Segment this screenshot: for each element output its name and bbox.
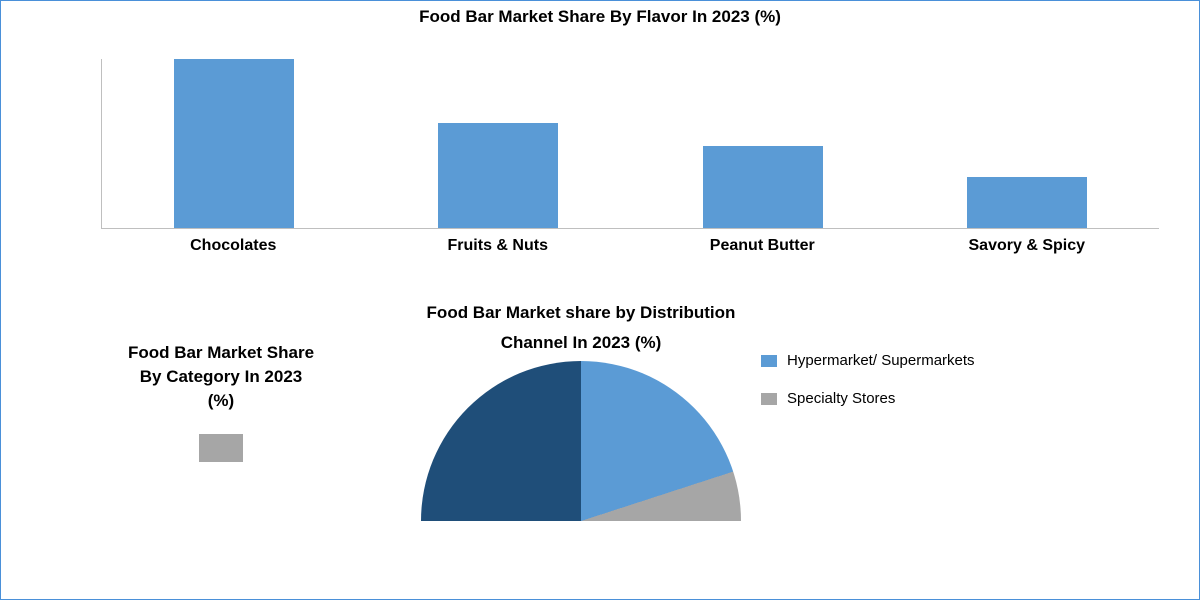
- legend-swatch-icon: [761, 355, 777, 367]
- bar-chart-title: Food Bar Market Share By Flavor In 2023 …: [1, 1, 1199, 31]
- bar-slot: [631, 59, 895, 228]
- bar-row: [101, 59, 1159, 229]
- bar-slot: [366, 59, 630, 228]
- legend-item: Hypermarket/ Supermarkets: [761, 351, 1159, 371]
- pie-column: Food Bar Market share by Distribution Ch…: [421, 301, 741, 521]
- category-title-line1: Food Bar Market Share: [41, 341, 401, 365]
- legend-item: Specialty Stores: [761, 389, 1159, 409]
- category-block: Food Bar Market Share By Category In 202…: [41, 301, 401, 521]
- pie-chart: [421, 361, 741, 521]
- bar-slot: [102, 59, 366, 228]
- pie-legend: Hypermarket/ Supermarkets Specialty Stor…: [761, 301, 1159, 521]
- bar-slot: [895, 59, 1159, 228]
- legend-text: Hypermarket/ Supermarkets: [787, 351, 975, 371]
- category-title-line3: (%): [41, 389, 401, 413]
- bar-label: Fruits & Nuts: [366, 237, 631, 255]
- bar-chocolates: [174, 59, 294, 228]
- category-title-line2: By Category In 2023: [41, 365, 401, 389]
- legend-swatch-icon: [761, 393, 777, 405]
- bar-label: Peanut Butter: [630, 237, 895, 255]
- category-swatch: [199, 434, 243, 462]
- bar-label: Savory & Spicy: [895, 237, 1160, 255]
- legend-text: Specialty Stores: [787, 389, 895, 409]
- bar-fruits-nuts: [438, 123, 558, 228]
- bar-chart-area: Chocolates Fruits & Nuts Peanut Butter S…: [41, 31, 1159, 251]
- distribution-block: Food Bar Market share by Distribution Ch…: [421, 301, 1159, 521]
- bar-savory-spicy: [967, 177, 1087, 228]
- bar-label: Chocolates: [101, 237, 366, 255]
- pie-title-line1: Food Bar Market share by Distribution: [427, 301, 736, 325]
- bottom-row: Food Bar Market Share By Category In 202…: [1, 301, 1199, 521]
- pie-wrap: [421, 361, 741, 521]
- pie-title-line2: Channel In 2023 (%): [501, 331, 662, 355]
- bar-peanut-butter: [703, 146, 823, 228]
- bar-labels: Chocolates Fruits & Nuts Peanut Butter S…: [101, 237, 1159, 255]
